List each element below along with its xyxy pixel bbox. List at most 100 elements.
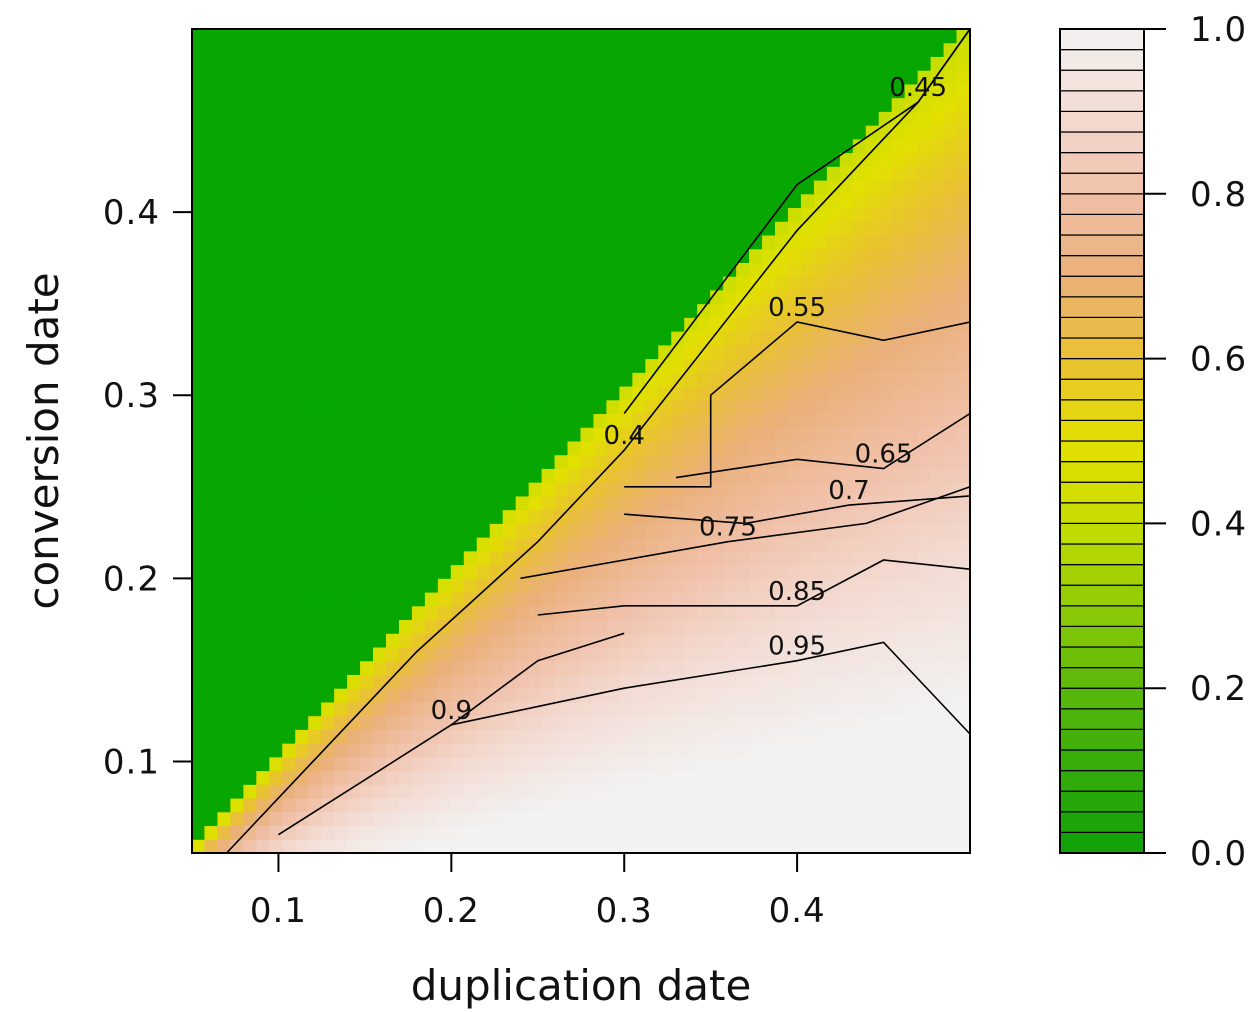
heat-cell xyxy=(230,770,245,785)
heat-cell xyxy=(645,660,660,675)
heat-cell xyxy=(930,591,945,607)
heat-cell xyxy=(398,385,413,401)
heat-cell xyxy=(943,701,958,717)
heat-cell xyxy=(282,193,297,209)
heat-cell xyxy=(204,371,219,387)
heat-cell xyxy=(826,536,841,552)
heat-cell xyxy=(476,42,491,57)
heat-cell xyxy=(775,646,789,662)
heat-cell xyxy=(489,179,504,195)
heat-cell xyxy=(826,358,841,373)
heat-cell xyxy=(891,811,906,827)
heat-cell xyxy=(437,261,452,277)
heat-cell xyxy=(645,811,660,827)
heat-cell xyxy=(347,687,362,703)
heat-cell xyxy=(502,783,517,799)
heat-cell xyxy=(606,838,621,853)
heat-cell xyxy=(256,577,271,593)
heat-cell xyxy=(865,715,880,730)
heat-cell xyxy=(373,179,387,195)
heat-cell xyxy=(476,701,491,717)
heat-field xyxy=(192,29,970,853)
heat-cell xyxy=(411,371,426,387)
heat-cell xyxy=(347,316,362,332)
heat-cell xyxy=(411,550,426,566)
heat-cell xyxy=(904,110,919,126)
heat-cell xyxy=(217,358,232,373)
heat-cell xyxy=(839,344,854,360)
heat-cell xyxy=(256,632,271,648)
heat-cell xyxy=(217,838,232,853)
heat-cell xyxy=(398,440,413,456)
heat-cell xyxy=(632,289,647,305)
heat-cell xyxy=(710,124,725,140)
heat-cell xyxy=(839,660,854,675)
heat-cell xyxy=(839,632,854,648)
heat-cell xyxy=(878,42,893,57)
heat-cell xyxy=(554,632,569,648)
heat-cell xyxy=(723,619,738,634)
colorbar-segment xyxy=(1059,749,1145,772)
heat-cell xyxy=(826,385,841,401)
heat-cell xyxy=(360,619,375,634)
heat-cell xyxy=(645,756,660,772)
heat-cell xyxy=(684,165,699,181)
heat-cell xyxy=(334,701,349,717)
heat-cell xyxy=(930,550,945,566)
heat-cell xyxy=(645,344,660,360)
heat-cell xyxy=(580,811,595,827)
colorbar-tick-label: 0.0 xyxy=(1190,834,1247,874)
heat-cell xyxy=(515,426,530,442)
heat-cell xyxy=(723,165,738,181)
heat-cell xyxy=(295,110,310,126)
heat-cell xyxy=(775,152,789,167)
heat-cell xyxy=(878,646,893,662)
heat-cell xyxy=(930,261,945,277)
heat-cell xyxy=(762,770,776,785)
heat-cell xyxy=(411,728,426,744)
heat-cell xyxy=(800,673,815,689)
heat-cell xyxy=(424,660,439,675)
heat-cell xyxy=(476,220,491,236)
heat-cell xyxy=(386,248,400,263)
heat-cell xyxy=(826,591,841,607)
heat-cell xyxy=(762,522,776,538)
heat-cell xyxy=(878,742,893,758)
heat-cell xyxy=(476,564,491,579)
heat-cell xyxy=(658,152,673,167)
heat-cell xyxy=(554,371,569,387)
heat-cell xyxy=(437,495,452,511)
heat-cell xyxy=(192,248,206,263)
heat-cell xyxy=(230,193,245,209)
heat-cell xyxy=(411,687,426,703)
heat-cell xyxy=(554,303,569,318)
colorbar-segment xyxy=(1059,378,1145,401)
heat-cell xyxy=(645,289,660,305)
heat-cell xyxy=(917,783,932,799)
heat-cell xyxy=(632,577,647,593)
heat-cell xyxy=(852,371,867,387)
heat-cell xyxy=(437,385,452,401)
heat-cell xyxy=(852,495,867,511)
heat-cell xyxy=(593,371,608,387)
heat-cell xyxy=(567,783,582,799)
heat-cell xyxy=(787,275,802,291)
heat-cell xyxy=(192,838,206,853)
heat-cell xyxy=(541,220,556,236)
heat-cell xyxy=(917,55,932,71)
heat-cell xyxy=(411,564,426,579)
heat-cell xyxy=(632,330,647,346)
heat-cell xyxy=(813,522,828,538)
heat-cell xyxy=(308,275,323,291)
heat-cell xyxy=(684,138,699,154)
heat-cell xyxy=(736,756,751,772)
heat-cell xyxy=(373,632,387,648)
heat-cell xyxy=(852,248,867,263)
heat-cell xyxy=(723,248,738,263)
heat-cell xyxy=(619,632,634,648)
heat-cell xyxy=(878,701,893,717)
heat-cell xyxy=(736,316,751,332)
heat-cell xyxy=(347,261,362,277)
heat-cell xyxy=(749,303,764,318)
heat-cell xyxy=(723,467,738,483)
